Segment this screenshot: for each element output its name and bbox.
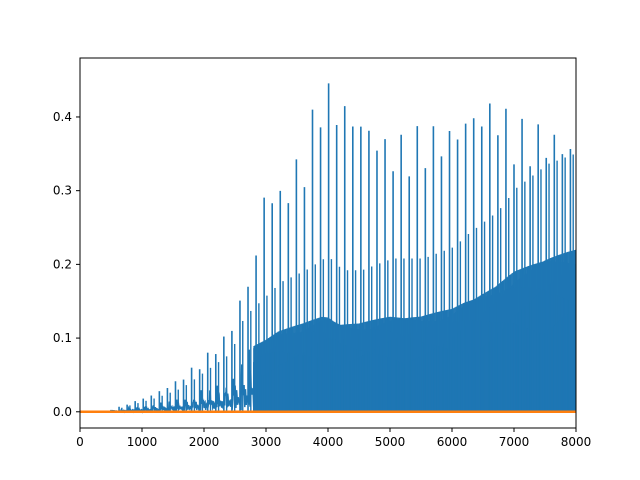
y-tick-label: 0.0 [53, 405, 72, 419]
x-tick-label: 6000 [437, 435, 468, 449]
x-tick-label: 0 [76, 435, 84, 449]
x-tick-label: 5000 [375, 435, 406, 449]
x-axis: 0 1000 2000 3000 4000 5000 6000 7000 8000 [76, 428, 591, 449]
x-tick-label: 2000 [189, 435, 220, 449]
x-tick-label: 7000 [499, 435, 530, 449]
x-tick-label: 4000 [313, 435, 344, 449]
x-tick-label: 8000 [561, 435, 592, 449]
y-axis: 0.0 0.1 0.2 0.3 0.4 [53, 110, 80, 419]
y-tick-label: 0.3 [53, 184, 72, 198]
x-tick-label: 1000 [127, 435, 158, 449]
x-tick-label: 3000 [251, 435, 282, 449]
y-tick-label: 0.4 [53, 110, 72, 124]
y-tick-label: 0.2 [53, 257, 72, 271]
y-tick-label: 0.1 [53, 331, 72, 345]
series-layer [80, 83, 576, 414]
